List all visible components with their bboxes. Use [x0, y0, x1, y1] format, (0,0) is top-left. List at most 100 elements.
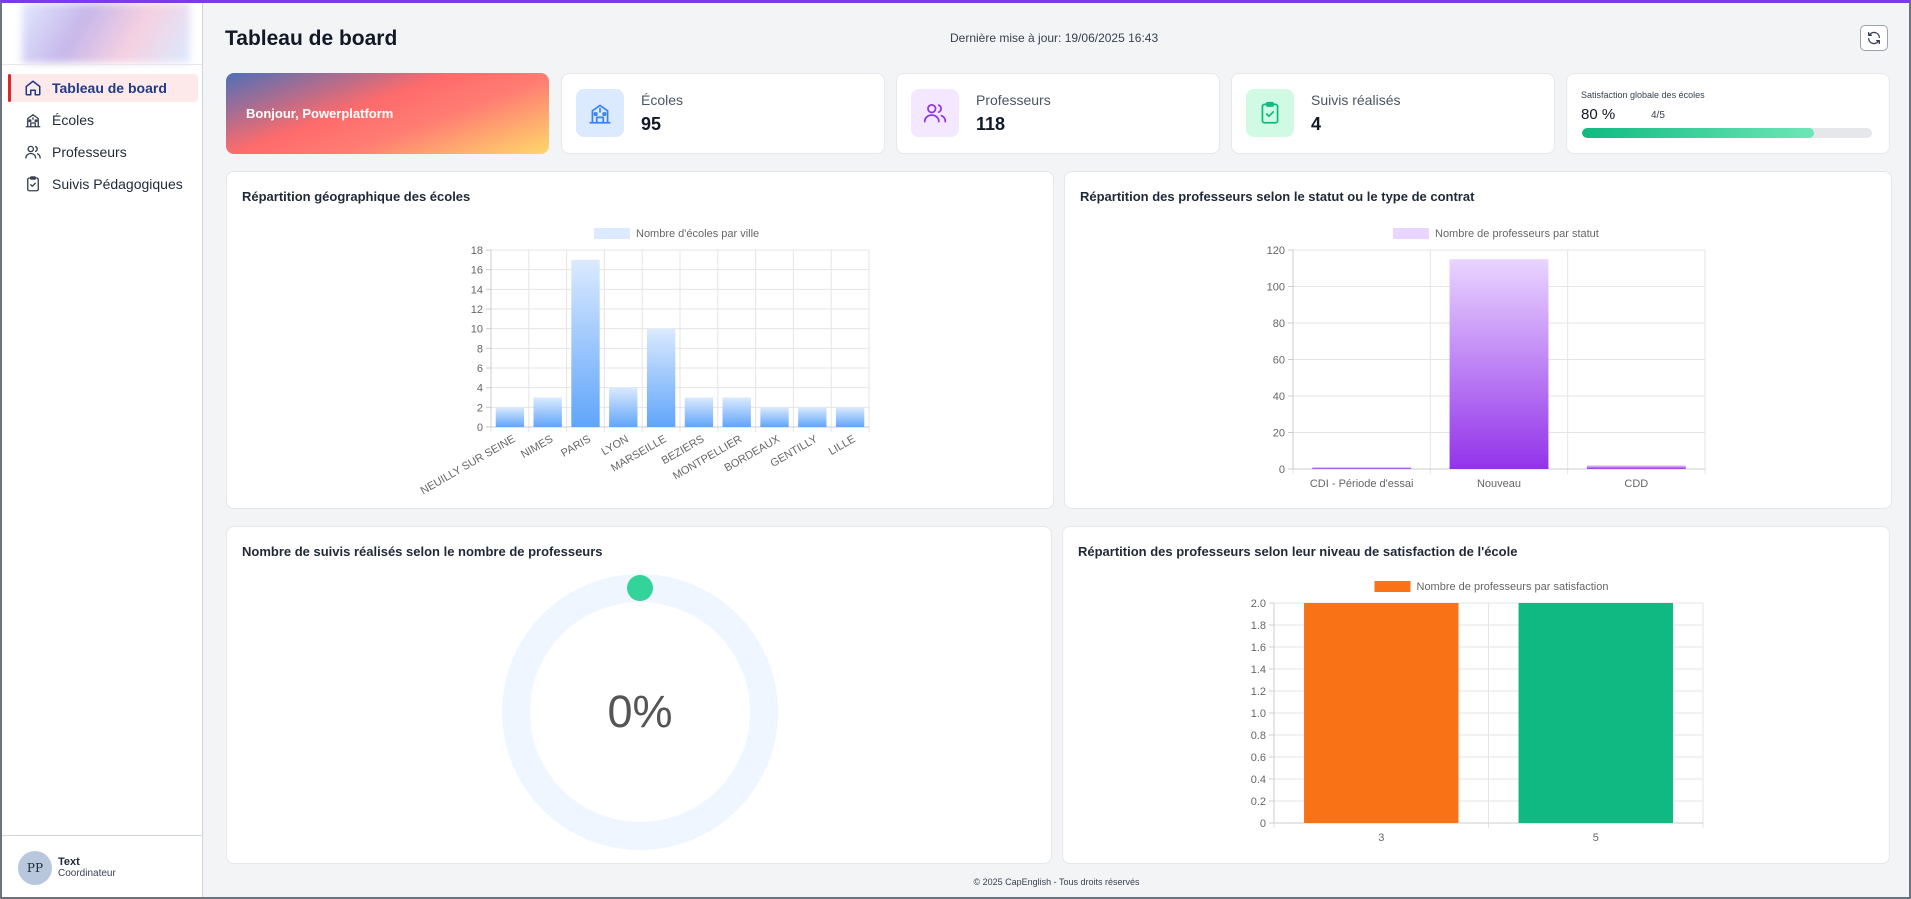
stat-value: 95 [641, 114, 662, 134]
legend-label: Nombre de professeurs par satisfaction [1417, 581, 1609, 593]
status-chart-panel: Répartition des professeurs selon le sta… [1064, 171, 1892, 509]
y-tick-label: 1.0 [1251, 708, 1266, 720]
x-tick-label: PARIS [559, 433, 593, 459]
bar-1 [1518, 603, 1673, 823]
stat-label: Écoles [641, 92, 684, 108]
bar-9 [835, 407, 865, 427]
x-tick-label: LILLE [827, 433, 858, 458]
refresh-icon [1868, 31, 1880, 45]
y-tick-label: 40 [1273, 391, 1285, 403]
last-update-text: Dernière mise à jour: 19/06/2025 16:43 [950, 31, 1159, 45]
bar-5 [684, 397, 714, 427]
satisfaction-progress-fill [1582, 128, 1814, 138]
y-tick-label: 2.0 [1251, 598, 1266, 610]
sidebar-item-label: Écoles [52, 112, 95, 128]
panel-title: Répartition des professeurs selon leur n… [1078, 544, 1518, 559]
bar-2 [1586, 465, 1686, 469]
sidebar-item-tableau-de-board[interactable]: Tableau de board [8, 74, 198, 102]
y-tick-label: 4 [477, 383, 483, 395]
bar-0 [1304, 603, 1459, 823]
divider [2, 64, 202, 65]
suivis-donut-chart: 0% [502, 574, 778, 850]
y-tick-label: 1.6 [1251, 642, 1266, 654]
y-tick-label: 12 [471, 304, 483, 316]
stat-label: Professeurs [976, 92, 1051, 108]
y-tick-label: 6 [477, 363, 483, 375]
footer-text: © 2025 CapEnglish - Tous droits réservés [973, 877, 1140, 887]
panel-title: Répartition géographique des écoles [242, 189, 471, 204]
page-title: Tableau de board [225, 27, 398, 50]
refresh-button[interactable] [1860, 25, 1888, 51]
brand-logo[interactable] [22, 3, 190, 63]
x-tick-label: Nouveau [1477, 478, 1521, 490]
x-tick-label: 3 [1378, 832, 1384, 844]
geo-chart-panel: Répartition géographique des écoles 0 2 4 6… [226, 171, 1054, 509]
stat-card-ecoles: Écoles 95 [561, 73, 885, 154]
x-tick-label: CDD [1624, 478, 1648, 490]
y-tick-label: 20 [1273, 428, 1285, 440]
sidebar-item-professeurs[interactable]: Professeurs [8, 138, 198, 166]
users-icon [24, 143, 42, 161]
suivis-chart-panel: Nombre de suivis réalisés selon le nombr… [226, 526, 1052, 864]
y-tick-label: 0.2 [1251, 796, 1266, 808]
users-icon [911, 89, 959, 137]
bar-8 [798, 407, 827, 427]
y-tick-label: 10 [471, 324, 483, 336]
home-icon [24, 79, 42, 97]
y-tick-label: 14 [471, 284, 483, 296]
y-tick-label: 18 [471, 245, 483, 257]
legend-swatch [1393, 228, 1429, 239]
status-bar-chart: 0 20 40 60 80 100 120 CDI - Période d'essai Nouv… [1267, 228, 1706, 490]
panel-title: Nombre de suivis réalisés selon le nombr… [242, 544, 603, 559]
school-icon [576, 89, 624, 137]
y-tick-label: 1.2 [1251, 686, 1266, 698]
clipboard-check-icon [1246, 89, 1294, 137]
bar-2 [571, 259, 600, 427]
bar-0 [1312, 467, 1412, 469]
stat-value: 4 [1311, 114, 1322, 134]
school-icon [24, 111, 42, 129]
sidebar: Tableau de board Écoles Professeurs Suiv… [2, 3, 203, 897]
y-tick-label: 1.8 [1251, 620, 1266, 632]
satisfaction-title: Satisfaction globale des écoles [1581, 90, 1705, 100]
welcome-banner: Bonjour, Powerplatform [226, 73, 549, 154]
sidebar-item-suivis-pedagogiques[interactable]: Suivis Pédagogiques [8, 170, 198, 198]
bar-0 [495, 407, 525, 427]
y-tick-label: 80 [1273, 318, 1285, 330]
panel-title: Répartition des professeurs selon le sta… [1080, 189, 1475, 204]
sidebar-item-ecoles[interactable]: Écoles [8, 106, 198, 134]
satisfaction-bar-chart: 0 0.2 0.4 0.6 0.8 1.0 1.2 1.4 1.6 1.8 2.0 3 5 Nombre … [1251, 581, 1704, 844]
y-tick-label: 0 [1260, 818, 1266, 830]
avatar: PP [18, 850, 52, 885]
stat-card-professeurs: Professeurs 118 [896, 73, 1220, 154]
user-name: Text [58, 856, 80, 868]
bar-7 [760, 407, 789, 427]
x-tick-label: NIMES [519, 433, 555, 461]
satisfaction-chart-panel: Répartition des professeurs selon leur n… [1062, 526, 1890, 864]
satisfaction-percent: 80 % [1581, 106, 1616, 123]
user-profile[interactable]: PP Text Coordinateur [2, 835, 202, 897]
stat-label: Suivis réalisés [1311, 92, 1401, 108]
bar-1 [533, 397, 562, 427]
y-tick-label: 0.8 [1251, 730, 1266, 742]
user-role: Coordinateur [58, 868, 116, 879]
y-tick-label: 0.6 [1251, 752, 1266, 764]
satisfaction-score: 4/5 [1651, 110, 1665, 121]
y-tick-label: 0 [1279, 464, 1285, 476]
satisfaction-progress-bar [1582, 128, 1872, 138]
welcome-text: Bonjour, Powerplatform [246, 106, 394, 121]
main-content: Tableau de board Dernière mise à jour: 1… [204, 3, 1909, 897]
legend-label: Nombre de professeurs par statut [1435, 228, 1599, 240]
sidebar-item-label: Tableau de board [52, 80, 167, 96]
y-tick-label: 60 [1273, 355, 1285, 367]
sidebar-nav: Tableau de board Écoles Professeurs Suiv… [8, 74, 198, 202]
stat-value: 118 [976, 114, 1006, 134]
bar-3 [609, 387, 638, 427]
x-tick-label: 5 [1593, 832, 1599, 844]
bar-4 [646, 328, 676, 427]
donut-value-label: 0% [607, 686, 672, 737]
geo-bar-chart: 0 2 4 6 8 10 12 14 16 18 NEUILLY SUR SEINE NIMES PAR… [419, 228, 870, 497]
y-tick-label: 0.4 [1251, 774, 1266, 786]
clipboard-check-icon [24, 175, 42, 193]
